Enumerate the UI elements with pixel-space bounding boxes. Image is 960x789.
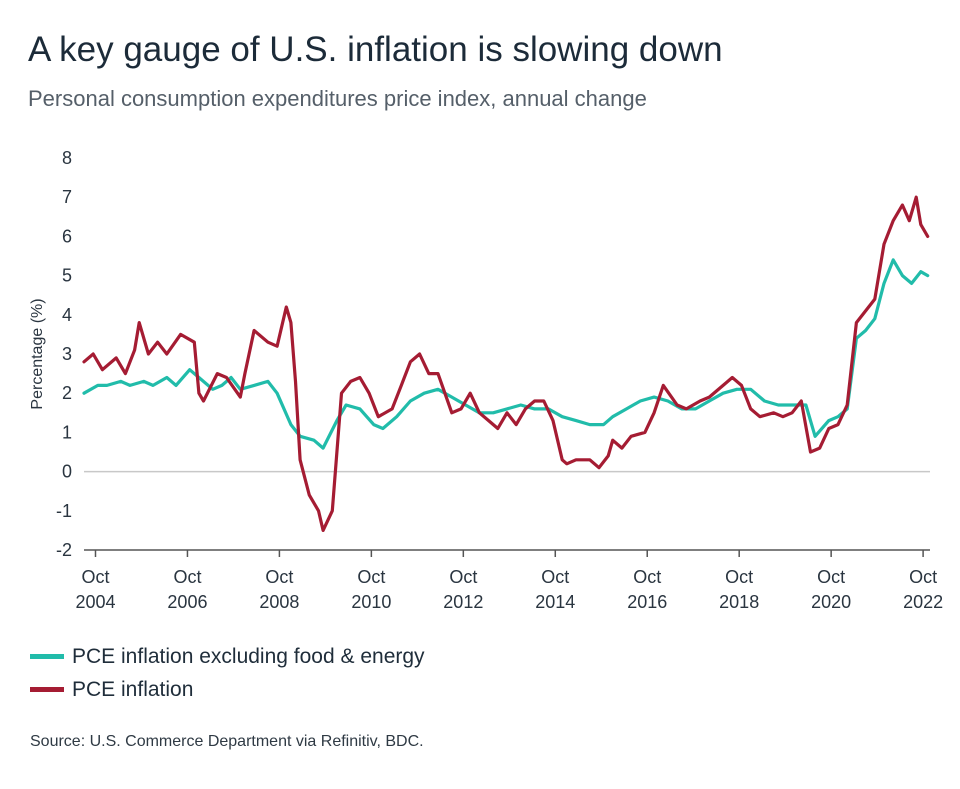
series-line-headline — [82, 195, 930, 532]
x-tick-label-year: 2012 — [443, 592, 483, 612]
x-tick-label-month: Oct — [173, 567, 201, 587]
x-tick-label-year: 2016 — [627, 592, 667, 612]
x-tick-label-month: Oct — [817, 567, 845, 587]
legend-label-core: PCE inflation excluding food & energy — [72, 644, 425, 668]
x-tick-label-year: 2020 — [811, 592, 851, 612]
y-tick-label: 0 — [62, 462, 72, 482]
y-tick-label: 6 — [62, 226, 72, 246]
y-tick-label: -1 — [56, 501, 72, 521]
x-tick-label-year: 2018 — [719, 592, 759, 612]
x-tick-label-year: 2008 — [259, 592, 299, 612]
x-tick-label-year: 2014 — [535, 592, 575, 612]
y-tick-label: -2 — [56, 540, 72, 560]
source-note: Source: U.S. Commerce Department via Ref… — [30, 733, 424, 750]
y-tick-label: 4 — [62, 305, 72, 325]
line-chart: -2 -1 0 1 2 3 4 5 6 7 8 Oct 2004 Oct 2006 Oct 2008 Oct 20… — [29, 148, 943, 612]
legend-item-headline: PCE inflation — [30, 673, 425, 706]
legend-label-headline: PCE inflation — [72, 677, 194, 701]
x-tick-label-month: Oct — [81, 567, 109, 587]
chart-subtitle: Personal consumption expenditures price … — [28, 86, 647, 111]
x-tick-label-month: Oct — [633, 567, 661, 587]
x-tick-label-year: 2022 — [903, 592, 943, 612]
y-tick-label: 7 — [62, 187, 72, 207]
y-tick-label: 8 — [62, 148, 72, 168]
x-tick-label-year: 2010 — [351, 592, 391, 612]
x-tick-label-year: 2006 — [167, 592, 207, 612]
x-tick-label-month: Oct — [725, 567, 753, 587]
x-tick-label-month: Oct — [449, 567, 477, 587]
y-tick-label: 5 — [62, 266, 72, 286]
x-tick-label-month: Oct — [541, 567, 569, 587]
legend-swatch-headline — [30, 687, 64, 692]
chart-title: A key gauge of U.S. inflation is slowing… — [28, 30, 723, 69]
y-tick-label: 2 — [62, 383, 72, 403]
legend-swatch-core — [30, 654, 64, 659]
x-tick-label-year: 2004 — [75, 592, 115, 612]
y-tick-label: 1 — [62, 422, 72, 442]
x-tick-label-month: Oct — [357, 567, 385, 587]
legend-item-core: PCE inflation excluding food & energy — [30, 640, 425, 673]
y-tick-label: 3 — [62, 344, 72, 364]
series-line-core — [82, 258, 930, 450]
x-tick-label-month: Oct — [909, 567, 937, 587]
legend: PCE inflation excluding food & energy PC… — [30, 640, 425, 706]
x-tick-label-month: Oct — [265, 567, 293, 587]
y-axis-title: Percentage (%) — [29, 298, 46, 409]
